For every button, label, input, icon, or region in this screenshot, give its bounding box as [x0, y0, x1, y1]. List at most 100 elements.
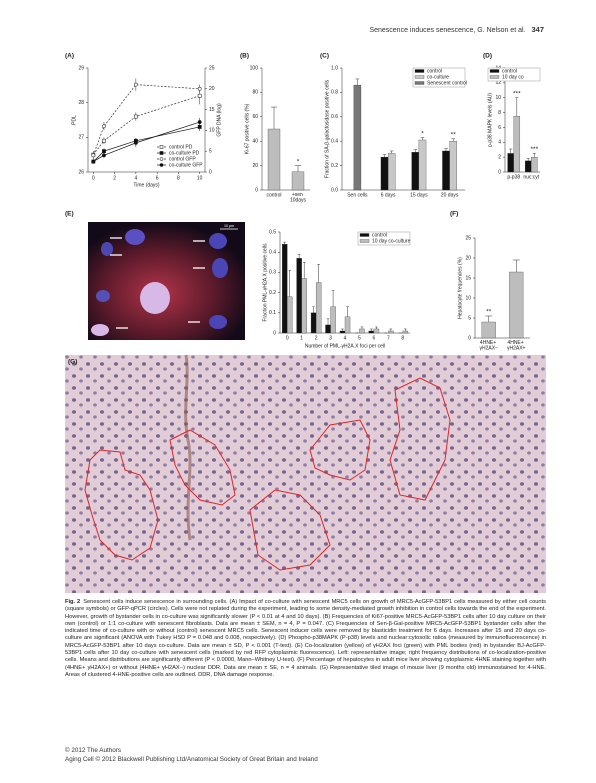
bar [296, 258, 302, 334]
marker [102, 149, 106, 154]
legend-label: co-culture GFP [169, 162, 203, 168]
x-tick-label: 6 [372, 335, 375, 341]
bar [325, 324, 331, 334]
data-line [93, 95, 200, 155]
x-tick-label: 1 [300, 335, 303, 341]
annotation: * [297, 158, 300, 165]
panel-label: (G) [68, 359, 77, 366]
x-tick-label: control [266, 192, 281, 198]
bar [387, 153, 396, 191]
panel-label: (B) [240, 53, 249, 60]
bar [509, 271, 524, 339]
figure-caption: Fig. 2 Senescent cells induce senescence … [65, 599, 546, 679]
legend-box [357, 231, 411, 246]
legend-label: 10 day co [502, 74, 524, 80]
bar [442, 150, 450, 191]
x-tick-label: nuc:cyt [523, 174, 539, 180]
legend-marker [159, 145, 164, 149]
liver-image: (G) [65, 354, 546, 593]
marker [197, 120, 202, 124]
legend-label: 10 day co-culture [372, 238, 411, 244]
y-tick-label: 1.0 [331, 65, 338, 71]
annotation: ** [451, 131, 457, 138]
axis-label: Hepatocyte frequencies (%) [457, 257, 463, 319]
axis-label: Fraction PML-γH2A.X positive cells [262, 243, 268, 322]
caption-label: Fig. 2 [65, 599, 81, 605]
axis-label: Time (days) [133, 182, 160, 188]
running-title: Senescence induces senescence, G. Nelson… [369, 27, 526, 34]
bar [402, 330, 408, 334]
page-number: 347 [531, 25, 544, 34]
bar [481, 321, 496, 339]
x-tick-label: 15 days [410, 192, 428, 198]
x-tick-label-line: +sen [292, 192, 304, 198]
legend-box [487, 67, 541, 82]
y-tick-label: 15 [209, 107, 215, 113]
x-tick-label: 10 [197, 175, 203, 181]
annotation: *** [513, 90, 521, 97]
marker [197, 86, 202, 91]
panel-label: (E) [65, 211, 74, 218]
y-tick-label: 0.1 [269, 310, 276, 316]
bar [388, 330, 394, 334]
y-tick-label: 26 [78, 169, 84, 175]
legend-label: Senescent control [427, 80, 467, 86]
bar [380, 156, 389, 191]
y-tick-label: 10 [465, 295, 471, 301]
y-tick-label: 2 [498, 154, 501, 160]
x-tick-label: 4 [344, 335, 347, 341]
legend-swatch [414, 75, 425, 79]
bar [282, 243, 288, 334]
bar [418, 139, 427, 191]
y-tick-label: 10 [495, 95, 501, 101]
x-tick-label-line: 10days [290, 198, 307, 204]
panel-label: (A) [65, 53, 74, 60]
y-tick-label: 0 [468, 335, 471, 341]
y-tick-label: 0.3 [269, 270, 276, 276]
copyright: © 2012 The Authors [65, 747, 121, 754]
legend-label: control PD [169, 144, 193, 150]
y-tick-label: 28 [78, 100, 84, 106]
legend-swatch [414, 81, 425, 85]
x-tick-label: 4HNE+ γH2AX− [480, 340, 499, 352]
marker [102, 153, 106, 158]
axis-label: Fraction of SA-β-galactosidase positive … [324, 79, 330, 178]
marker [102, 138, 106, 143]
legend-label: control GFP [169, 156, 196, 162]
bar [507, 153, 514, 173]
x-tick-label: 6 [156, 175, 159, 181]
y-tick-label: 20 [209, 86, 215, 92]
y-tick-label: 0.2 [331, 163, 338, 169]
marker [133, 114, 138, 119]
data-line [92, 84, 200, 156]
legend-marker [159, 163, 164, 167]
legend-label: co-culture PD [169, 150, 200, 156]
annotation: * [421, 130, 424, 137]
y-tick-label: 6 [498, 125, 501, 131]
y-tick-label: 0.4 [269, 250, 276, 256]
axis-label: p-p38 MAPK levels (AU) [487, 93, 493, 148]
figure: (A) (B) (C) (D) (E) (F) 10 µm (G) [65, 53, 546, 593]
legend-swatch [359, 239, 370, 243]
y-tick-label: 10 [209, 128, 215, 134]
legend-label: control [502, 68, 517, 74]
y-tick-label: 0 [209, 169, 212, 175]
y-tick-label: 25 [209, 65, 215, 71]
axis-label: Ki-67 positive cells (%) [244, 103, 250, 154]
y-tick-label: 5 [209, 149, 212, 155]
bar [524, 160, 532, 173]
y-tick-label: 8 [498, 110, 501, 116]
panel-label: (D) [483, 53, 492, 60]
panel-label: (F) [450, 211, 458, 218]
x-tick-label: 4HNE+ γH2AX+ [507, 340, 526, 352]
legend-marker [159, 157, 164, 161]
y-tick-label: 0.5 [269, 229, 276, 235]
x-tick-label-line: γH2AX+ [507, 346, 526, 352]
y-tick-label: 20 [465, 255, 471, 261]
x-tick-label: 5 [358, 335, 361, 341]
caption-text: Senescent cells induce senescence in sur… [65, 599, 546, 678]
marker [91, 153, 96, 158]
bar [310, 312, 317, 334]
x-tick-label: 8 [177, 175, 180, 181]
x-tick-label: 6 days [381, 192, 396, 198]
